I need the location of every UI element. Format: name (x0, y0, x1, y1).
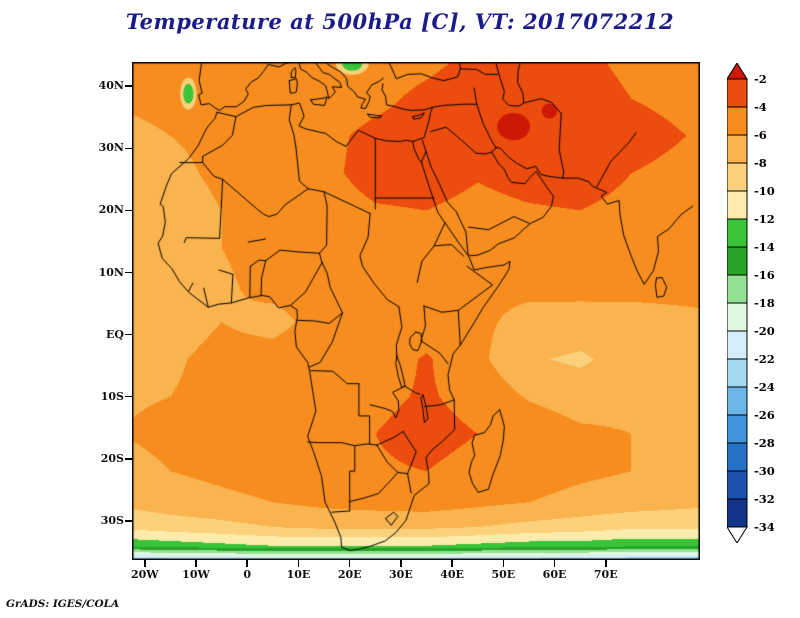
colorbar-cell (726, 302, 748, 332)
colorbar-cell (726, 358, 748, 388)
lon-tick-mark (348, 560, 351, 567)
lon-tick-mark (605, 560, 607, 567)
colorbar-label: -2 (754, 72, 767, 86)
lat-tick-label: 40N (98, 79, 124, 93)
colorbar-cell (726, 274, 748, 304)
colorbar-label: -8 (754, 156, 767, 170)
colorbar-top-arrow (726, 62, 748, 80)
lon-tick-mark (246, 560, 248, 567)
colorbar-cell (726, 414, 748, 444)
colorbar-cell (726, 190, 748, 220)
lat-tick-mark (125, 520, 132, 522)
colorbar-cell (726, 386, 748, 416)
lon-tick-mark (451, 560, 453, 567)
map-plot (132, 62, 700, 560)
colorbar-label: -16 (754, 268, 775, 282)
colorbar-label: -34 (754, 520, 775, 534)
chart-title: Temperature at 500hPa [C], VT: 201707221… (125, 9, 675, 34)
lat-tick-mark (125, 271, 132, 274)
colorbar-cell (726, 470, 748, 500)
lon-tick-mark (400, 560, 402, 567)
lat-tick-mark (125, 209, 132, 212)
colorbar-label: -24 (754, 380, 775, 394)
colorbar-cell (726, 330, 748, 360)
colorbar-label: -32 (754, 492, 775, 506)
lat-tick-label: 30S (100, 513, 124, 527)
colorbar-cell (726, 246, 748, 276)
colorbar-cell (726, 218, 748, 248)
lon-tick-label: 30E (389, 568, 413, 581)
lon-tick-label: 0 (243, 568, 252, 581)
colorbar-cell (726, 106, 748, 136)
colorbar-cell (726, 162, 748, 192)
colorbar-label: -6 (754, 128, 767, 142)
colorbar-label: -30 (754, 464, 775, 478)
colorbar-label: -22 (754, 352, 775, 366)
lat-tick-label: 10S (100, 389, 124, 403)
lat-tick-label: 30N (98, 141, 124, 155)
colorbar-label: -26 (754, 408, 775, 422)
colorbar-label: -18 (754, 296, 775, 310)
colorbar: -2 -4 -6 -8 -10 -12 -14 -16 -18 -20 -22 -24 -26 -28 -3… (726, 62, 787, 544)
lat-tick-label: 10N (98, 265, 124, 279)
lat-tick-label: 20S (100, 451, 124, 465)
colorbar-cell (726, 498, 748, 528)
lat-tick-mark (125, 395, 132, 398)
lon-tick-mark (553, 560, 556, 567)
lon-tick-label: 20W (130, 568, 159, 581)
lon-tick-label: 70E (593, 568, 618, 581)
colorbar-svg: -2 -4 -6 -8 -10 -12 -14 -16 -18 -20 -22 -24 -26 -28 -3… (726, 62, 775, 544)
colorbar-bottom-arrow (726, 526, 748, 544)
lon-tick-mark (297, 560, 300, 567)
lat-tick-label: 20N (98, 203, 124, 217)
colorbar-cell (726, 442, 748, 472)
temperature-map-canvas (132, 62, 700, 560)
colorbar-label: -12 (754, 212, 775, 226)
lon-tick-mark (144, 560, 146, 567)
lon-tick-mark (502, 560, 505, 567)
lat-tick-mark (125, 458, 132, 460)
grads-watermark: GrADS: IGES/COLA (6, 598, 120, 610)
lon-tick-label: 20E (337, 568, 362, 581)
colorbar-label: -20 (754, 324, 775, 338)
colorbar-label: -28 (754, 436, 775, 450)
lon-tick-label: 40E (440, 568, 464, 581)
lat-tick-mark (125, 85, 132, 87)
lon-tick-label: 50E (491, 568, 516, 581)
colorbar-label: -4 (754, 100, 767, 114)
colorbar-label: -14 (754, 240, 775, 254)
lon-tick-label: 10W (182, 568, 210, 581)
lat-tick-mark (125, 333, 132, 336)
colorbar-label: -10 (754, 184, 775, 198)
lat-tick-mark (125, 147, 132, 150)
colorbar-cell (726, 134, 748, 164)
lon-tick-mark (195, 560, 197, 567)
lon-tick-label: 60E (542, 568, 567, 581)
colorbar-cell (726, 78, 748, 108)
lon-tick-label: 10E (286, 568, 311, 581)
lat-tick-label: EQ (106, 327, 124, 341)
